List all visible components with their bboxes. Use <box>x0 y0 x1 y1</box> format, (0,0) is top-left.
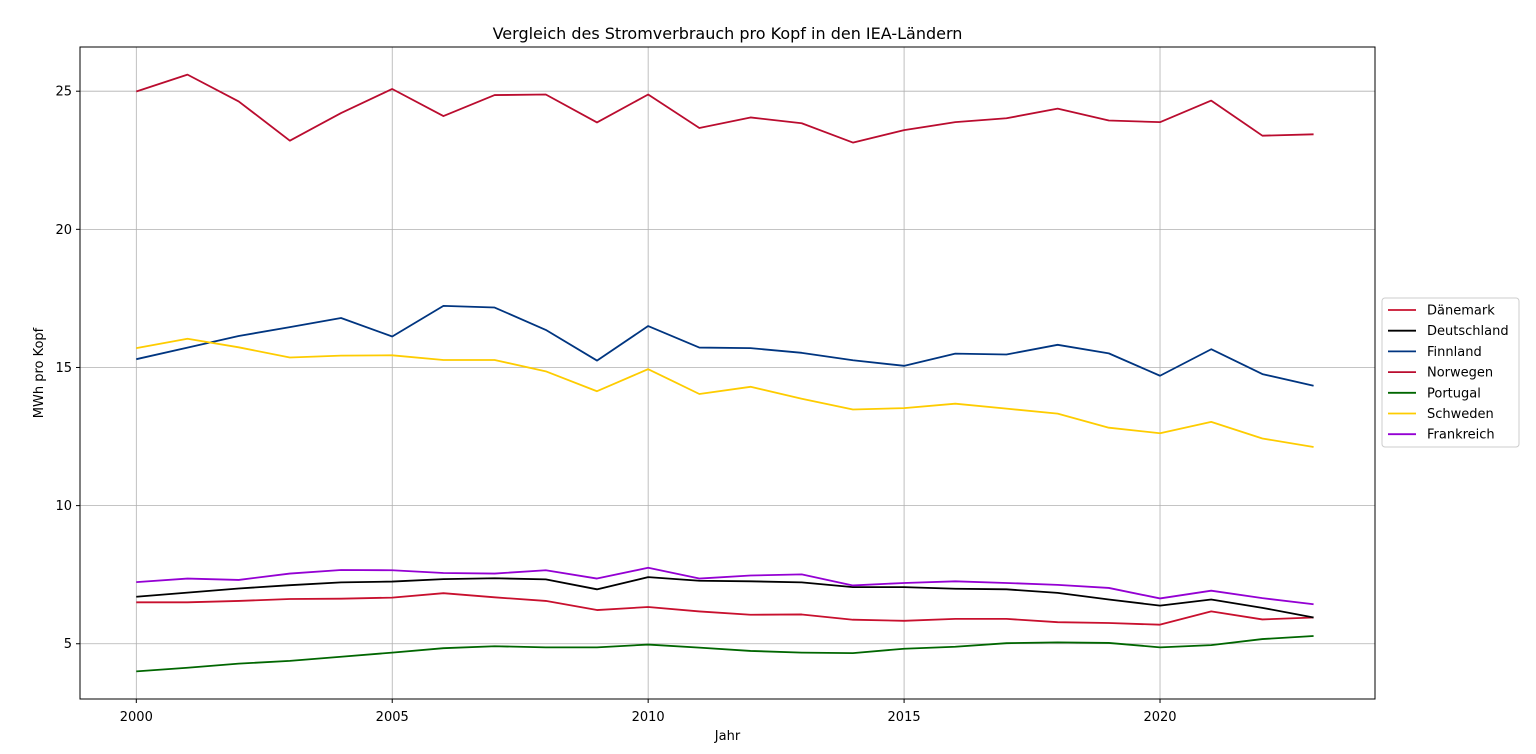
y-tick-label: 20 <box>55 223 72 238</box>
y-axis-ticks: 5 10 15 20 25 <box>55 85 80 652</box>
series-line <box>136 566 1314 606</box>
y-tick-label: 15 <box>55 361 72 376</box>
series-line <box>136 635 1314 673</box>
legend: Dänemark Deutschland Finnland Norwegen Portu… <box>1381 297 1520 448</box>
x-tick-label: 2010 <box>632 710 665 725</box>
y-tick-label: 25 <box>55 85 72 100</box>
legend-label: Dänemark <box>1427 304 1495 319</box>
series-line <box>136 304 1314 387</box>
legend-label: Deutschland <box>1427 324 1509 339</box>
legend-label: Portugal <box>1427 386 1481 401</box>
legend-frame <box>1381 297 1520 448</box>
chart-title: Vergleich des Stromverbrauch pro Kopf in… <box>493 24 963 43</box>
legend-label: Frankreich <box>1427 428 1495 443</box>
series-lines <box>136 73 1314 673</box>
y-tick-label: 10 <box>55 499 72 514</box>
series-line <box>136 576 1314 619</box>
x-axis-ticks: 2000 2005 2010 2015 2020 <box>120 699 1177 725</box>
x-tick-label: 2015 <box>888 710 921 725</box>
legend-label: Norwegen <box>1427 366 1493 381</box>
x-axis-label: Jahr <box>714 729 741 744</box>
legend-label: Finnland <box>1427 345 1482 360</box>
legend-label: Schweden <box>1427 407 1494 422</box>
x-tick-label: 2005 <box>376 710 409 725</box>
grid-lines <box>80 47 1375 699</box>
plot-frame <box>79 46 1376 700</box>
x-tick-label: 2020 <box>1143 710 1176 725</box>
series-line <box>136 73 1314 144</box>
y-tick-label: 5 <box>64 637 72 652</box>
series-line <box>136 337 1314 448</box>
series-line <box>136 592 1314 626</box>
y-axis-label: MWh pro Kopf <box>32 327 47 418</box>
x-tick-label: 2000 <box>120 710 153 725</box>
